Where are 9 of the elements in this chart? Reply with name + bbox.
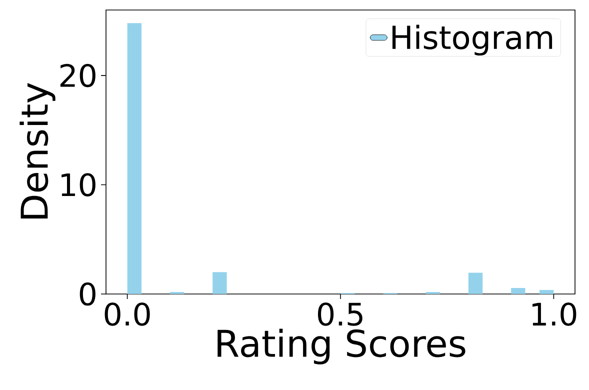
x-tick-label: 0.5: [318, 302, 362, 326]
x-tick-label: 1.0: [532, 302, 576, 326]
y-tick-label: 10: [62, 173, 96, 196]
legend-label: Histogram: [392, 24, 552, 56]
y-tick-label: 20: [60, 64, 96, 88]
x-axis-title: Rating Scores: [218, 328, 466, 364]
x-tick-label: 0.0: [104, 302, 150, 326]
y-tick-label: 0: [80, 282, 96, 306]
y-axis-title: Density: [20, 83, 56, 218]
